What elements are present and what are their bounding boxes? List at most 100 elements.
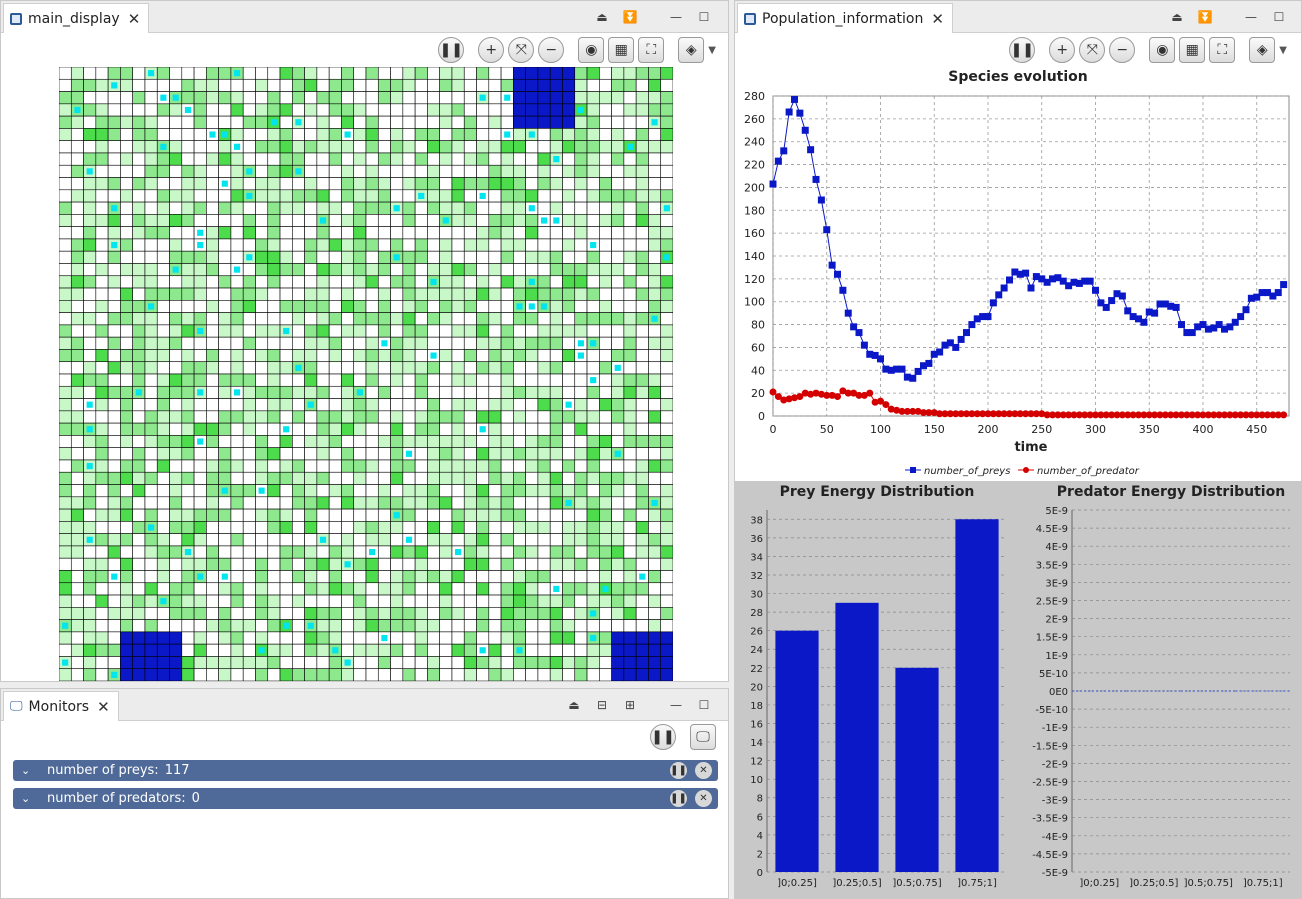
grid-cell [611,152,625,166]
monitor-row-preys[interactable]: ⌄ number of preys: 117 ❚❚ ✕ [13,760,718,781]
prey-agent [197,389,204,396]
grid-cell [476,324,490,338]
grid-cell [83,496,97,510]
tab-population-information[interactable]: Population_information ✕ [737,3,953,33]
grid-cell [390,128,404,141]
data-point [780,147,788,155]
grid-cell [586,275,600,289]
prey-agent [356,389,363,396]
collapse-all-icon[interactable]: ⊟ [596,698,608,712]
collapse-icon[interactable]: ⏬ [1197,10,1213,24]
grid-cell [59,422,72,436]
maximize-icon[interactable]: ☐ [698,10,710,24]
close-icon[interactable]: ✕ [97,697,110,716]
grid-cell [132,128,146,141]
zoom-out-icon[interactable]: − [1109,37,1136,63]
grid-cell [132,91,146,105]
grid-cell [316,152,330,166]
data-point [1065,411,1073,419]
zoom-fit-icon[interactable]: ⤧ [508,37,535,63]
chevron-down-icon[interactable]: ⌄ [21,764,31,777]
zoom-in-icon[interactable]: + [478,37,505,63]
grid-cell [59,226,72,240]
grid-cell [427,447,440,461]
grid-cell [586,447,600,461]
pause-icon[interactable]: ❚❚ [650,724,676,750]
grid-cell [144,533,158,547]
grid-cell [181,349,195,363]
overlay-icon[interactable]: ▦ [608,37,635,63]
minimize-icon[interactable]: — [670,698,682,712]
grid-cell [230,570,244,584]
chevron-down-icon[interactable]: ▼ [708,44,716,56]
grid-cell [83,226,97,240]
close-icon[interactable]: ✕ [127,9,141,28]
close-icon[interactable]: ✕ [931,9,944,28]
zoom-out-icon[interactable]: − [538,37,565,63]
grid-cell [70,275,84,289]
monitor-row-predators[interactable]: ⌄ number of predators: 0 ❚❚ ✕ [13,788,718,809]
grid-cell [107,214,121,227]
grid-cell [463,508,477,522]
grid-cell [574,300,588,313]
grid-cell [218,459,232,473]
sync-icon[interactable]: ⏏ [596,10,608,24]
grid-cell [476,398,490,412]
minimize-icon[interactable]: — [1245,10,1257,24]
grid-cell [292,570,305,584]
expand-all-icon[interactable]: ⊞ [624,698,636,712]
grid-cell [439,361,453,375]
simulation-grid[interactable] [59,67,673,681]
overlay-icon[interactable]: ▦ [1179,37,1206,63]
layers-icon[interactable]: ◈ [678,37,705,63]
tab-monitors[interactable]: 🖵 Monitors ✕ [3,691,119,721]
chevron-down-icon[interactable]: ⌄ [21,792,31,805]
minimize-icon[interactable]: — [670,10,682,24]
pause-icon[interactable]: ❚❚ [1009,37,1036,63]
grid-cell [181,607,195,620]
grid-cell [390,631,404,645]
sync-icon[interactable]: ⏏ [1171,10,1183,24]
layers-icon[interactable]: ◈ [1249,37,1276,63]
data-point [1183,411,1191,419]
grid-cell [599,521,612,534]
sync-icon[interactable]: ⏏ [568,698,580,712]
grid-cell [513,594,526,608]
grid-cell [476,312,490,326]
close-icon[interactable]: ✕ [695,790,712,807]
collapse-icon[interactable]: ⏬ [622,10,638,24]
pause-icon[interactable]: ❚❚ [438,37,465,63]
grid-cell [267,300,281,313]
grid-cell [267,435,281,448]
grid-cell [635,545,649,559]
fullscreen-icon[interactable]: ⛶ [1209,37,1236,63]
tab-main-display[interactable]: main_display ✕ [3,3,150,33]
grid-cell [402,619,416,633]
fullscreen-icon[interactable]: ⛶ [638,37,665,63]
maximize-icon[interactable]: ☐ [698,698,710,712]
y-tick-label: -4.5E-9 [1032,850,1068,861]
grid-cell [365,349,379,363]
grid-cell [402,91,416,105]
grid-cell [59,128,72,141]
snapshot-icon[interactable]: ◉ [1149,37,1176,63]
monitor-icon[interactable]: 🖵 [690,724,716,750]
grid-cell [59,103,72,117]
grid-cell [242,128,256,141]
pause-icon[interactable]: ❚❚ [670,790,687,807]
grid-cell [463,214,477,227]
data-point [1188,411,1196,419]
grid-cell [59,140,72,154]
snapshot-icon[interactable]: ◉ [578,37,605,63]
grid-cell [95,398,109,412]
maximize-icon[interactable]: ☐ [1273,10,1285,24]
chevron-down-icon[interactable]: ▼ [1279,44,1287,56]
zoom-in-icon[interactable]: + [1049,37,1076,63]
grid-cell [525,152,539,166]
grid-cell [267,422,281,436]
grid-cell [488,533,502,547]
pause-icon[interactable]: ❚❚ [670,762,687,779]
close-icon[interactable]: ✕ [695,762,712,779]
grid-cell [574,459,588,473]
zoom-fit-icon[interactable]: ⤧ [1079,37,1106,63]
